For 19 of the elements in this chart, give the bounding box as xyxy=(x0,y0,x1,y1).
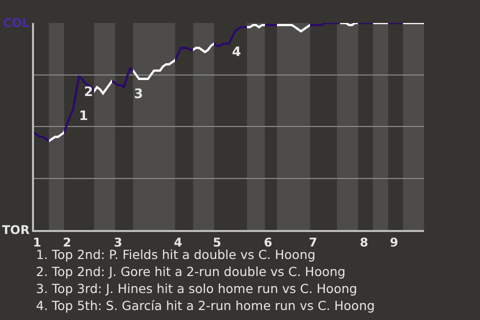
annotation: 2 xyxy=(84,85,94,100)
x-tick-label: 2 xyxy=(62,235,72,250)
x-tick-label: 9 xyxy=(390,235,398,250)
x-tick-label: 4 xyxy=(174,235,182,250)
x-tick-label: 8 xyxy=(360,235,368,250)
text: 2. Top 2nd: J. Gore hit a 2-run double vs C. Hoong xyxy=(36,264,346,279)
annotation: 4 xyxy=(232,45,242,60)
text: 4. Top 5th: S. García hit a 2-run home run vs C. Hoong xyxy=(36,298,375,313)
text: TOR xyxy=(2,223,30,237)
text: 3. Top 3rd: J. Hines hit a solo home run vs C. Hoong xyxy=(36,281,358,296)
x-tick-label: 7 xyxy=(308,235,318,250)
x-tick-label: 6 xyxy=(264,235,272,250)
annotation: 3 xyxy=(134,87,144,102)
x-tick-label: 1 xyxy=(32,235,42,250)
text: COL xyxy=(3,16,30,30)
text: 1. Top 2nd: P. Fields hit a double vs C. Hoong xyxy=(36,247,316,262)
annotation: 1 xyxy=(79,109,88,124)
x-tick-label: 5 xyxy=(212,235,222,250)
x-tick-label: 3 xyxy=(114,235,122,250)
